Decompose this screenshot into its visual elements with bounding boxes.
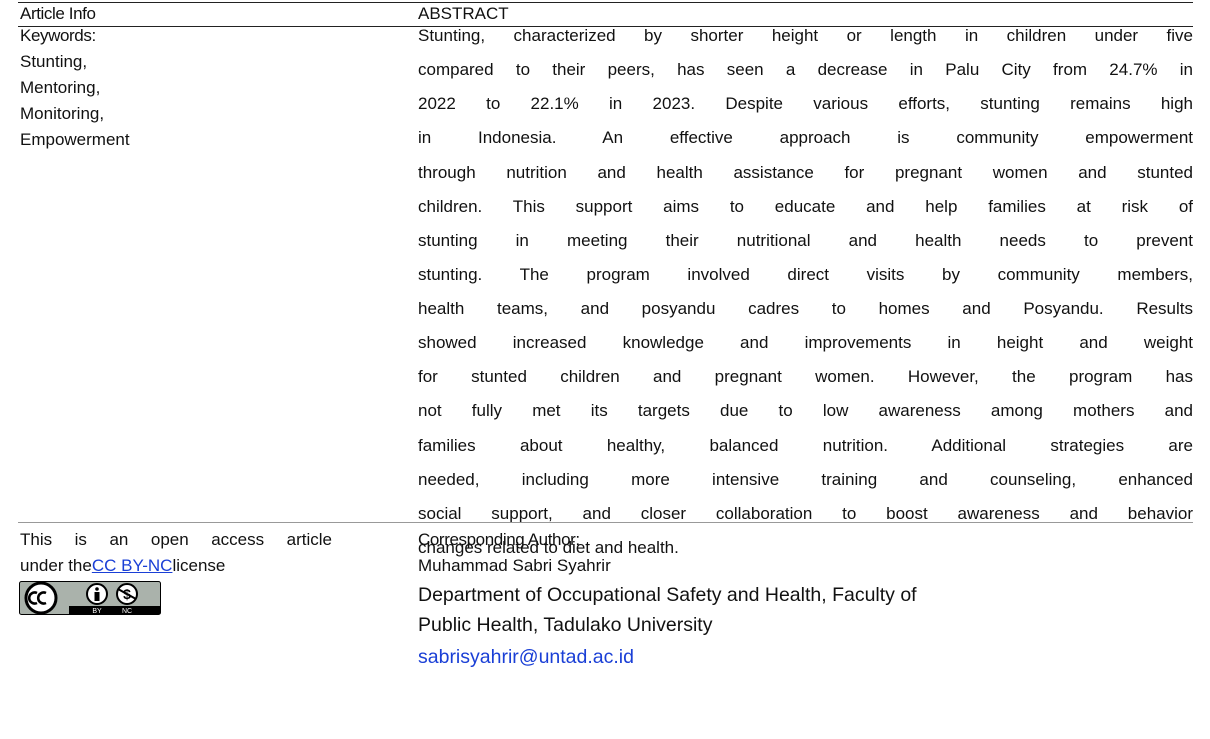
abstract-line: social support, and closer collaboration… xyxy=(418,503,1193,523)
text: under the xyxy=(20,556,92,575)
author-name: Muhammad Sabri Syahrir xyxy=(418,556,611,575)
abstract-line: children. This support aims to educate a… xyxy=(418,196,1193,216)
abstract-line: stunting in meeting their nutritional an… xyxy=(418,230,1193,250)
abstract-line: needed, including more intensive trainin… xyxy=(418,469,1193,489)
abstract-line: families about healthy, balanced nutriti… xyxy=(418,435,1193,455)
abstract-line: not fully met its targets due to low awa… xyxy=(418,401,1193,421)
top-rule xyxy=(18,2,1193,3)
license-line: This is an open access article xyxy=(20,530,332,549)
license-link[interactable]: CC BY-NC xyxy=(91,556,173,575)
badge-label: BY xyxy=(92,608,102,615)
abstract-line: stunting. The program involved direct vi… xyxy=(418,264,1193,284)
abstract-line: health teams, and posyandu cadres to hom… xyxy=(418,299,1193,318)
affiliation: Department of Occupational Safety and He… xyxy=(418,584,917,606)
abstract-line: compared to their peers, has seen a decr… xyxy=(418,60,1193,80)
keyword: Stunting, xyxy=(20,52,88,71)
corresponding-label: Corresponding Author: xyxy=(418,530,580,549)
keyword: Monitoring, xyxy=(20,104,105,123)
keywords-label: Keywords: xyxy=(20,26,96,45)
keyword: Empowerment xyxy=(20,130,130,149)
license-line: under theCC BY-NClicense xyxy=(20,553,225,579)
abstract-line: Stunting, characterized by shorter heigh… xyxy=(418,26,1193,45)
abstract-line: changes related to diet and health. xyxy=(418,537,679,557)
abstract-line: for stunted children and pregnant women.… xyxy=(418,367,1193,387)
text: license xyxy=(172,556,226,575)
header-left: Article Info xyxy=(20,4,96,23)
cc-badge: $ BY NC xyxy=(19,581,161,615)
badge-label: NC xyxy=(122,608,132,615)
header-right: ABSTRACT xyxy=(418,4,509,23)
header-rule xyxy=(18,26,1193,27)
email: sabrisyahrir@untad.ac.id xyxy=(418,646,634,668)
abstract-line: showed increased knowledge and improveme… xyxy=(418,333,1193,353)
abstract-line: in Indonesia. An effective approach is c… xyxy=(418,128,1193,148)
abstract-line: 2022 to 22.1% in 2023. Despite various e… xyxy=(418,94,1193,114)
abstract-line: through nutrition and health assistance … xyxy=(418,162,1193,182)
keyword: Mentoring, xyxy=(20,78,101,97)
section-rule xyxy=(18,522,1193,523)
affiliation: Public Health, Tadulako University xyxy=(418,614,713,636)
